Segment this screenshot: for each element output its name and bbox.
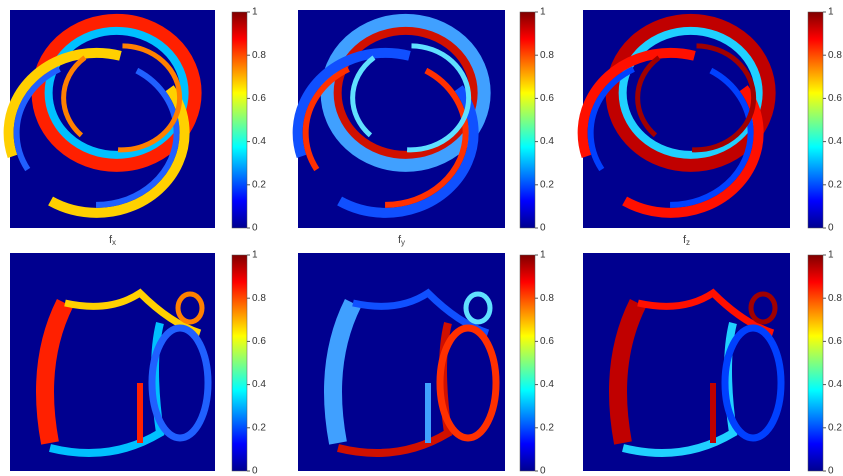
label-main: f xyxy=(398,234,402,246)
colorbar-tick-label: 0.4 xyxy=(828,379,842,390)
ring xyxy=(748,291,778,325)
ring xyxy=(61,43,183,153)
ring xyxy=(31,13,202,172)
ring xyxy=(44,26,189,159)
colorbar-tick-label: 0.4 xyxy=(252,136,266,147)
ring xyxy=(292,47,479,218)
ring xyxy=(436,324,500,442)
ring xyxy=(463,291,493,325)
colorbar xyxy=(807,11,824,229)
ring xyxy=(635,43,757,153)
colorbar-tick-label: 0.6 xyxy=(828,336,842,347)
ring xyxy=(13,57,180,208)
ring xyxy=(587,57,754,208)
colorbar-tick-label: 0.2 xyxy=(252,422,266,433)
colorbar-tick-label: 0.6 xyxy=(540,336,554,347)
colorbar-tick-label: 0 xyxy=(252,223,258,234)
colorbar-tick-label: 0.6 xyxy=(828,93,842,104)
colorbar xyxy=(231,11,248,229)
wall xyxy=(609,298,647,445)
colorbar-tick-label: 0.2 xyxy=(252,179,266,190)
label-subscript: y xyxy=(401,238,405,247)
label-main: f xyxy=(683,234,687,246)
label-subscript: z xyxy=(686,238,690,247)
label-subscript: x xyxy=(112,238,116,247)
colorbar-tick-label: 0 xyxy=(828,466,834,476)
panel-label: fy xyxy=(398,234,405,247)
colorbar-tick-label: 1 xyxy=(252,250,258,261)
colorbar-tick-label: 1 xyxy=(828,250,834,261)
ring xyxy=(350,43,472,153)
colorbar-tick-label: 0.6 xyxy=(252,336,266,347)
ring xyxy=(721,324,785,442)
colorbar-tick-label: 0.2 xyxy=(828,179,842,190)
colorbar-tick-label: 0.2 xyxy=(540,422,554,433)
colorbar-tick-label: 0 xyxy=(540,466,546,476)
colorbar-tick-label: 0 xyxy=(252,466,258,476)
ring xyxy=(577,47,764,218)
wall xyxy=(36,298,74,445)
colorbar-tick-label: 0.6 xyxy=(540,93,554,104)
colorbar xyxy=(519,254,536,472)
wall xyxy=(324,298,362,445)
colorbar-tick-label: 0 xyxy=(540,223,546,234)
ring xyxy=(175,291,205,325)
colorbar-tick-label: 0.8 xyxy=(828,50,842,61)
colorbar-tick-label: 1 xyxy=(252,7,258,18)
ring xyxy=(3,47,190,218)
colorbar-tick-label: 0.8 xyxy=(252,293,266,304)
colorbar-tick-label: 0.8 xyxy=(540,293,554,304)
ring xyxy=(333,26,478,159)
ring xyxy=(320,13,491,172)
colorbar-tick-label: 0.4 xyxy=(540,136,554,147)
colorbar-tick-label: 1 xyxy=(540,250,546,261)
colorbar-tick-label: 1 xyxy=(828,7,834,18)
colorbar-tick-label: 0.2 xyxy=(828,422,842,433)
colorbar-tick-label: 0.4 xyxy=(252,379,266,390)
colorbar-tick-label: 0.8 xyxy=(252,50,266,61)
colorbar xyxy=(231,254,248,472)
colorbar-tick-label: 0.4 xyxy=(828,136,842,147)
label-main: f xyxy=(109,234,113,246)
colorbar xyxy=(807,254,824,472)
panel-label: fz xyxy=(683,234,690,247)
colorbar-tick-label: 0.6 xyxy=(252,93,266,104)
colorbar-tick-label: 0.8 xyxy=(828,293,842,304)
colorbar-tick-label: 1 xyxy=(540,7,546,18)
colorbar-tick-label: 0.8 xyxy=(540,50,554,61)
ring xyxy=(605,13,776,172)
colorbar-tick-label: 0.4 xyxy=(540,379,554,390)
panel-label: fx xyxy=(109,234,116,247)
ring xyxy=(302,57,469,208)
ring xyxy=(618,26,763,159)
colorbar-tick-label: 0.2 xyxy=(540,179,554,190)
colorbar xyxy=(519,11,536,229)
colorbar-tick-label: 0 xyxy=(828,223,834,234)
ring xyxy=(148,324,212,442)
